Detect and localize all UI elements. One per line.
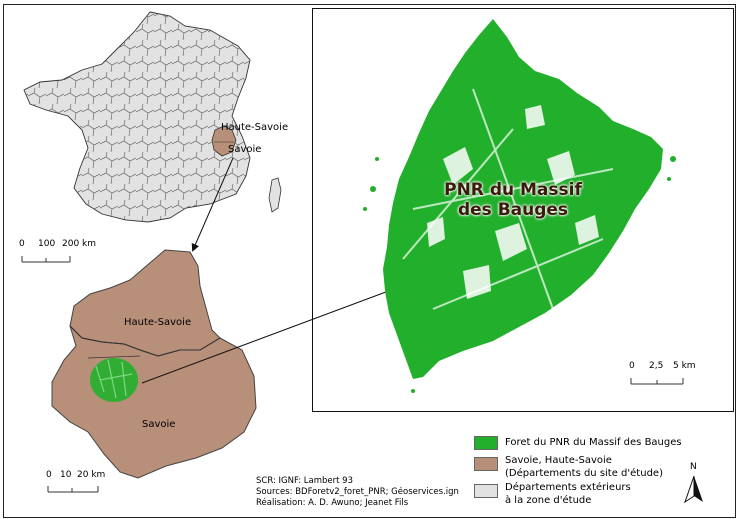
departments-scale-tick-2: 20 km [77,470,106,480]
forest-scale-tick-1: 2,5 [649,361,664,371]
forest-inset-patch [90,358,138,402]
map-frame [3,4,736,518]
departments-label-savoie: Savoie [142,419,176,430]
corsica-outline [268,177,282,213]
departments-scale-tick-0: 0 [46,470,52,480]
credits-line2: Sources: BDForetv2_foret_PNR; Géoservice… [256,487,459,497]
legend-label-outer-departments: Départements extérieurs à la zone d'étud… [505,481,631,507]
legend-label-outer-departments-line1: Départements extérieurs [505,482,631,493]
departments-label-haute-savoie: Haute-Savoie [124,317,192,328]
legend-swatch-study-departments [474,457,498,471]
france-scale-tick-0: 0 [19,239,25,249]
legend-label-forest: Foret du PNR du Massif des Bauges [505,437,682,448]
forest-map-title: PNR du Massif des Bauges [418,180,608,220]
inset-label-savoie: Savoie [228,144,262,155]
forest-map [363,19,676,393]
forest-map-frame [312,8,734,412]
legend-label-study-departments-line1: Savoie, Haute-Savoie [505,455,612,466]
legend-label-outer-departments-line2: à la zone d'étude [505,495,592,506]
forest-scale-tick-2: 5 km [673,361,696,371]
map-credits: SCR: IGNF: Lambert 93 Sources: BDForetv2… [256,476,459,509]
france-map [23,11,282,223]
credits-line3: Réalisation: A. D. Awuno; Jeanet Fils [256,498,409,508]
legend-swatch-forest [474,436,498,450]
france-scale-bar [21,256,71,263]
departments-scale-tick-1: 10 [60,470,72,480]
departments-scale-bar [47,486,99,493]
france-scale-tick-1: 100 [38,239,56,249]
credits-line1: SCR: IGNF: Lambert 93 [256,476,353,486]
arrow-france-to-departments [191,157,234,252]
inset-label-haute-savoie: Haute-Savoie [221,122,289,133]
forest-area [383,19,663,379]
arrow-departments-to-forest [141,284,404,384]
north-arrow-label: N [690,462,697,472]
legend-label-study-departments-line2: (Départements du site d'étude) [505,468,663,479]
legend-swatch-outer-departments [474,484,498,498]
forest-map-title-line1: PNR du Massif [444,180,582,200]
departments-map [51,249,257,479]
forest-map-title-line2: des Bauges [457,200,569,220]
forest-scale-bar [630,378,684,385]
legend-label-study-departments: Savoie, Haute-Savoie (Départements du si… [505,454,663,480]
study-departments-inset [211,125,237,157]
forest-scale-tick-0: 0 [629,361,635,371]
north-arrow-icon [684,475,703,504]
france-scale-tick-2: 200 km [62,239,97,249]
